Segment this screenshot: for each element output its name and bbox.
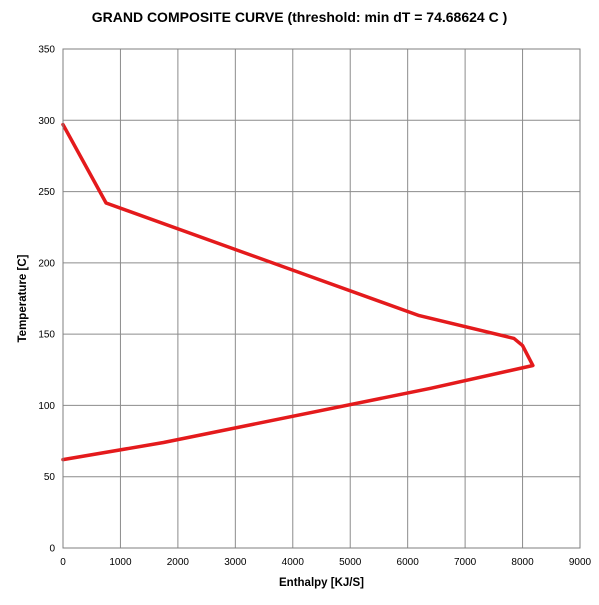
y-axis-label: Temperature [C] [17,254,29,342]
x-axis-label: Enthalpy [KJ/S] [279,577,364,589]
y-tick-label: 50 [44,472,56,483]
y-tick-label: 350 [38,45,55,56]
x-tick-label: 2000 [167,557,190,568]
x-tick-label: 0 [60,557,66,568]
series-layer [61,122,535,462]
chart-title: GRAND COMPOSITE CURVE (threshold: min dT… [91,9,508,25]
x-tick-label: 1000 [109,557,132,568]
x-tick-label: 4000 [282,557,305,568]
y-tick-label: 200 [38,258,55,269]
y-tick-label: 250 [38,187,55,198]
grid [62,48,581,549]
x-tick-label: 7000 [454,557,477,568]
y-tick-label: 0 [49,544,55,555]
y-tick-label: 150 [38,330,55,341]
x-tick-label: 6000 [397,557,420,568]
x-tick-label: 9000 [569,557,592,568]
x-tick-label: 5000 [339,557,362,568]
x-tick-label: 8000 [511,557,534,568]
tick-labels: 0 1000 2000 3000 4000 5000 6000 7000 8000 9000 0 50… [38,45,591,569]
y-tick-label: 100 [38,401,55,412]
series-line [61,122,535,462]
x-tick-label: 3000 [224,557,247,568]
y-tick-label: 300 [38,116,55,127]
plot-border [62,48,581,549]
